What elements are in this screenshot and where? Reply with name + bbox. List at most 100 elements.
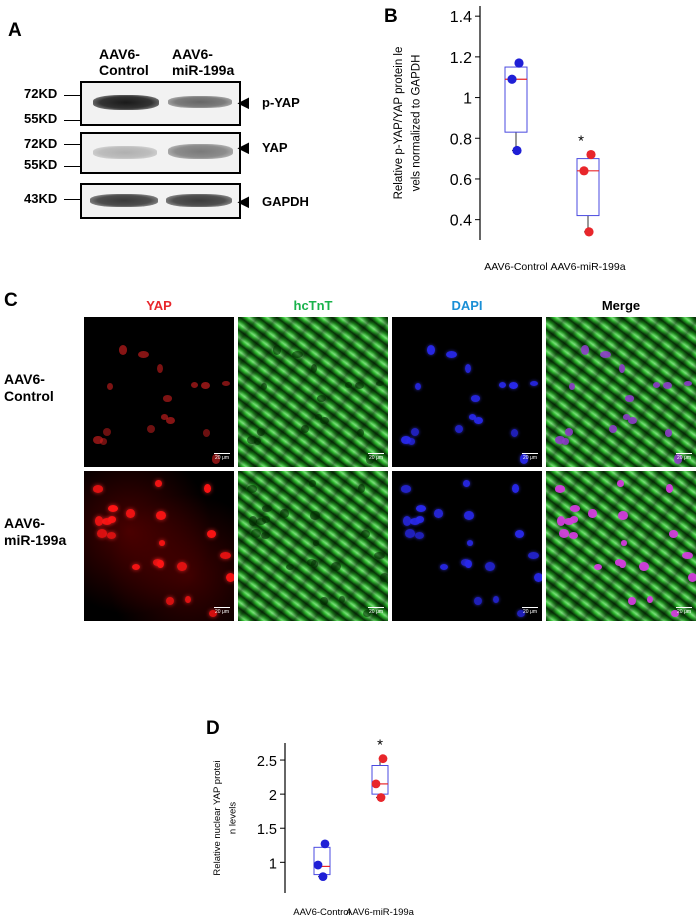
micrograph-hctnt-mir199a: 20 μm [238,471,388,621]
nucleus [256,428,265,437]
y-axis-label-line: n levels [228,802,239,834]
nucleus [107,532,117,540]
y-axis-label-line: Relative p-YAP/YAP protein le [393,47,405,200]
scale-bar-line [522,607,538,608]
nucleus [653,381,661,388]
y-axis-label: Relative nuclear YAP protei n levels [212,760,239,875]
scale-bar-line [368,607,384,608]
scale-bar-line [676,607,692,608]
nucleus [317,394,327,402]
protein-label-gapdh: GAPDH [262,194,309,209]
scale-bar-label: 20 μm [677,609,691,615]
nucleus [93,435,103,445]
micrograph-hctnt-control: 20 μm [238,317,388,467]
nucleus [345,381,353,388]
nucleus [499,381,507,388]
nucleus [375,380,385,387]
nucleus [132,563,141,570]
scale-bar-label: 20 μm [677,455,691,461]
nucleus [357,483,366,493]
nucleus [474,416,484,424]
nucleus [625,394,635,402]
y-tick-label: 2 [269,788,277,804]
nucleus [161,413,169,420]
nucleus [670,609,679,618]
nucleus [246,484,258,493]
nucleus [220,552,232,560]
scale-bar: 20 μm [522,607,538,615]
data-point [320,839,330,849]
nucleus [588,509,597,518]
y-tick-label: 0.4 [450,213,472,230]
nucleus [682,552,694,560]
nucleus [320,416,330,424]
nucleus [564,428,573,437]
x-category-label: AAV6-miR-199a [346,907,415,918]
blot-lane-label-control: AAV6- Control [99,46,149,78]
nucleus [465,363,472,374]
channel-label-hctnt: hcTnT [293,298,333,313]
data-point [376,793,386,802]
nucleus [261,383,268,391]
nucleus [533,573,542,583]
nucleus [687,573,696,583]
nucleus [580,344,589,355]
protein-label-yap: YAP [262,140,288,155]
nucleus [510,429,519,437]
nucleus [108,516,117,523]
mw-marker-43kd: 43KD [24,191,58,206]
nucleus [253,438,262,445]
nucleus [628,416,638,424]
micrograph-dapi-mir199a: 20 μm [392,471,542,621]
nucleus [272,344,281,355]
scale-bar-label: 20 μm [369,609,383,615]
nucleus [379,573,388,583]
nucleus [617,480,624,487]
nucleus [108,505,119,512]
nucleus [99,438,108,445]
nucleus [249,516,258,526]
panel-label-b: B [384,6,398,27]
nucleus [137,350,149,358]
nucleus [208,609,217,618]
nucleus [201,381,211,390]
blot-strip-pyap [80,81,241,126]
nucleus [440,563,449,570]
nucleus [683,380,693,387]
scale-bar: 20 μm [368,453,384,461]
micrograph-yap-control: 20 μm [84,317,234,467]
mw-marker-72kd: 72KD [24,86,58,101]
nucleus [401,435,411,445]
nucleus [250,529,262,539]
nucleus [102,518,113,526]
mw-marker-55kd: 55KD [24,157,58,172]
nucleus [118,344,127,355]
nucleus [362,609,371,618]
data-point [579,166,589,176]
nucleus [445,350,457,358]
nucleus [416,505,427,512]
nucleus [485,561,495,571]
row-label-control: AAV6- Control [4,371,54,404]
scale-bar-line [214,453,230,454]
nucleus [157,559,164,569]
nucleus [561,438,570,445]
y-tick-label: 1.5 [257,822,277,838]
nucleus [594,563,603,570]
nucleus [415,383,422,391]
nucleus [262,505,273,512]
micrograph-merge-mir199a: 20 μm [546,471,696,621]
nucleus [639,561,649,571]
scale-bar-label: 20 μm [369,455,383,461]
significance-marker: * [377,737,383,754]
nucleus [434,509,443,518]
nucleus [107,383,114,391]
y-axis-label-line: Relative nuclear YAP protei [212,760,223,875]
mw-marker-55kd: 55KD [24,111,58,126]
nucleus [410,428,419,437]
micrograph-yap-mir199a: 20 μm [84,471,234,621]
nucleus [312,540,319,546]
nucleus [673,454,683,464]
data-point [512,145,522,156]
nucleus [365,454,375,464]
